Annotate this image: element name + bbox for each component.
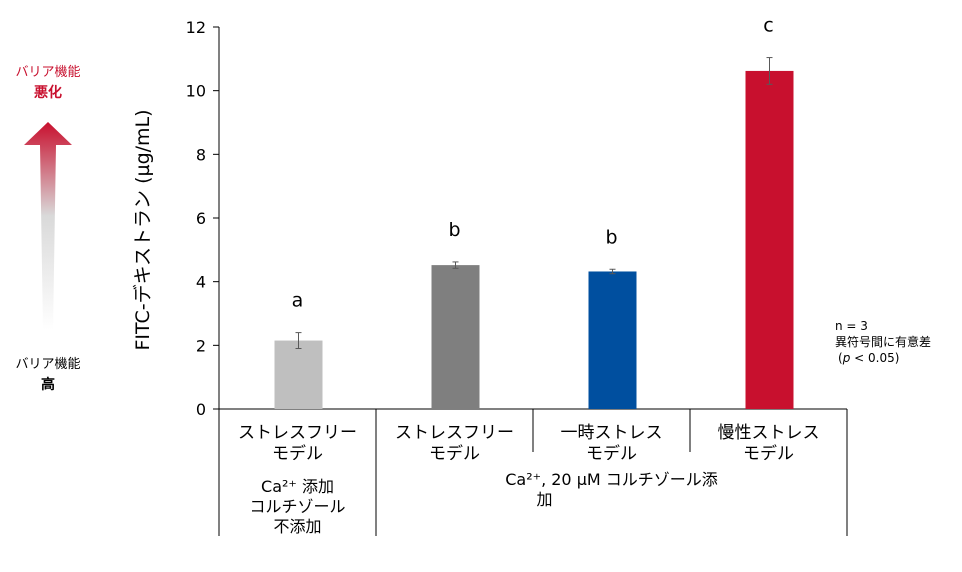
y-tick-label: 2 [196,336,206,355]
indicator-bottom-line2: 高 [41,376,55,393]
bar [588,271,637,409]
significance-note: n = 3 異符号間に有意差 (p < 0.05) [835,319,931,365]
indicator-top-line1: バリア機能 [15,65,80,80]
category-label: モデル [429,443,480,464]
group-label: コルチゾール [249,497,345,516]
y-tick-label: 8 [196,145,206,164]
indicator-bottom-line1: バリア機能 [15,357,80,372]
category-label: 一時ストレス [561,423,663,443]
y-tick-label: 6 [196,209,206,228]
group-label: 加 [537,490,553,509]
significance-label: c [763,15,773,37]
group-label: 不添加 [273,517,321,536]
bar [274,340,323,409]
y-tick-label: 10 [186,82,206,101]
barrier-indicator: バリア機能 悪化 バリア機能 高 [15,65,80,393]
y-axis-label: FITC-デキストラン (µg/mL) [132,109,154,350]
y-tick-label: 4 [196,273,206,292]
category-label: モデル [272,443,323,464]
category-label: モデル [586,443,637,464]
note-line2: 異符号間に有意差 [835,334,931,349]
category-label: モデル [743,443,794,464]
bars: a b b c [274,15,794,410]
group-label: Ca²⁺, 20 µM コルチゾール添 [505,470,718,489]
category-labels: ストレスフリーモデルストレスフリーモデル一時ストレスモデル慢性ストレスモデルCa… [238,422,820,536]
indicator-arrow-icon [24,122,72,330]
category-label: ストレスフリー [238,423,357,443]
y-tick-label: 12 [186,18,206,37]
bar [431,265,480,409]
y-tick-label: 0 [196,400,206,419]
category-label: 慢性ストレス [718,422,820,443]
significance-label: a [292,290,304,312]
note-line3: (p < 0.05) [838,351,899,365]
indicator-top-line2: 悪化 [34,84,62,101]
axes: 0 2 4 6 8 10 12 [186,18,848,536]
significance-label: b [605,226,617,248]
category-label: ストレスフリー [395,423,514,443]
group-label: Ca²⁺ 添加 [261,477,334,496]
bar [745,70,794,410]
note-line1: n = 3 [835,319,868,333]
significance-label: b [448,219,460,241]
